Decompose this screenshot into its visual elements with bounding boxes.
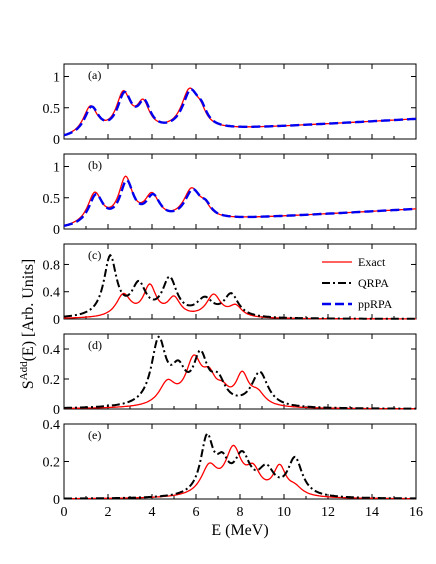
panel-0: 0 0.5 1 (a): [43, 63, 417, 148]
y-tick-label: 0.5: [43, 192, 61, 207]
panel-label: (c): [88, 248, 101, 262]
x-tick-label: 0: [61, 505, 68, 520]
legend-label-exact: Exact: [358, 255, 386, 269]
y-tick-label: 0.2: [43, 373, 61, 388]
legend-label-qrpa: QRPA: [358, 276, 389, 290]
y-tick-label: 0.2: [43, 456, 61, 471]
series-line-exact: [64, 283, 416, 320]
legend: Exact QRPA ppRPA: [322, 255, 393, 311]
y-axis-title-superscript: Add: [18, 361, 30, 380]
series-line-qrpa: [63, 253, 416, 320]
y-tick-label: 0: [53, 133, 60, 148]
x-tick-label: 8: [237, 505, 244, 520]
y-tick-label: 0.4: [43, 343, 61, 358]
y-axis-title-rest: (E) [Arb. Units]: [20, 259, 37, 362]
x-tick-label: 12: [321, 505, 335, 520]
panel-3: 0 0.2 0.4 (d): [43, 333, 417, 418]
panel-label: (e): [88, 428, 101, 442]
y-tick-label: 0: [53, 223, 60, 238]
series-line-qrpa: [64, 335, 416, 410]
y-axis-title: SAdd(E) [Arb. Units]: [18, 259, 37, 390]
x-tick-label: 14: [365, 505, 379, 520]
y-tick-label: 0.4: [43, 286, 61, 301]
x-tick-label: 10: [277, 505, 291, 520]
panel-label: (a): [88, 68, 101, 82]
y-tick-label: 1: [53, 71, 60, 86]
series-line-qrpa: [64, 432, 417, 500]
y-tick-label: 1: [53, 161, 60, 176]
panel-1: 0 0.5 1 (b): [43, 153, 417, 238]
y-tick-label: 0.4: [43, 418, 61, 433]
y-tick-label: 0: [53, 313, 60, 328]
panel-2: 0 0.4 0.8 (c): [43, 243, 417, 328]
y-tick-label: 0.5: [43, 102, 61, 117]
x-tick-label: 4: [149, 505, 156, 520]
y-axis-title-main: S: [20, 380, 37, 389]
y-tick-label: 0: [53, 493, 60, 508]
series-line-pprpa: [63, 178, 416, 227]
y-tick-label: 0.8: [43, 258, 61, 273]
x-axis-title: E (MeV): [211, 522, 268, 539]
panels: 00.51 (a)00.51 (b)00.40.8(c)00.20.4 (d)00.2…: [43, 63, 424, 520]
y-tick-label: 0: [53, 403, 60, 418]
panel-label: (b): [88, 158, 102, 172]
x-tick-label: 6: [193, 505, 200, 520]
x-tick-label: 2: [105, 505, 112, 520]
legend-label-pprpa: ppRPA: [358, 297, 393, 311]
series-line-pprpa: [63, 88, 417, 137]
panel-label: (d): [88, 338, 102, 352]
panel-4: 0 0.2 0.4 0 2 4 6 8 10 12 14 16 (e): [43, 418, 424, 520]
x-tick-label: 16: [409, 505, 423, 520]
